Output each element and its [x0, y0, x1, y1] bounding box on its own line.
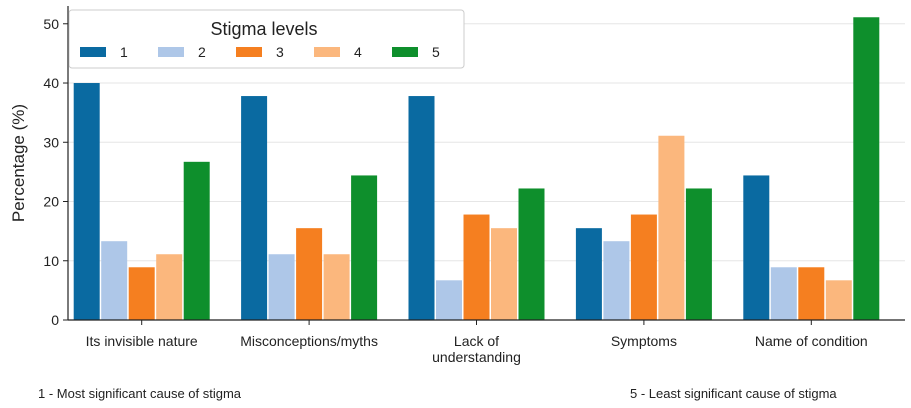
bar-2 [268, 254, 295, 320]
bar-4 [825, 280, 852, 320]
x-tick-label: Symptoms [611, 333, 677, 349]
bar-chart: 0 10 20 30 40 50 Its invisible nature Misconce… [9, 6, 905, 365]
legend-label-4: 4 [354, 44, 362, 60]
y-tick-label: 10 [43, 253, 59, 269]
bar-2 [436, 280, 462, 320]
footnote-most-significant: 1 - Most significant cause of stigma [38, 386, 242, 401]
bar-4 [491, 228, 517, 320]
bar-3 [128, 267, 155, 320]
legend-label-2: 2 [198, 44, 206, 60]
bar-5 [351, 175, 378, 320]
bar-5 [853, 17, 880, 321]
legend-title: Stigma levels [210, 19, 317, 39]
y-tick-label: 40 [43, 75, 59, 91]
bar-1 [408, 96, 435, 321]
y-tick-label: 30 [43, 134, 59, 150]
x-tick-label: Misconceptions/myths [240, 333, 378, 349]
legend-label-3: 3 [276, 44, 284, 60]
legend-swatch-1 [80, 47, 106, 57]
x-tick-label: Lack of [454, 333, 499, 349]
bars-group [73, 17, 880, 321]
legend-swatch-4 [314, 47, 340, 57]
axes [63, 6, 905, 325]
bar-1 [743, 175, 770, 320]
bar-1 [575, 228, 602, 320]
legend-label-5: 5 [432, 44, 440, 60]
bar-5 [685, 188, 712, 320]
footnote-least-significant: 5 - Least significant cause of stigma [630, 386, 837, 401]
legend-swatch-3 [236, 47, 262, 57]
x-tick-label: Its invisible nature [86, 333, 198, 349]
bar-4 [658, 135, 685, 320]
y-tick-label: 20 [43, 194, 59, 210]
bar-2 [770, 267, 797, 320]
legend-swatch-5 [392, 47, 418, 57]
legend-swatch-2 [158, 47, 184, 57]
bar-3 [798, 267, 825, 320]
legend: Stigma levels 1 2 3 4 5 [68, 9, 465, 69]
x-tick-label: Name of condition [755, 333, 868, 349]
bar-3 [630, 214, 657, 320]
bar-5 [518, 188, 545, 320]
bar-1 [73, 83, 100, 321]
y-axis-label: Percentage (%) [9, 104, 28, 222]
y-tick-label: 50 [43, 16, 59, 32]
bar-2 [101, 241, 128, 320]
x-tick-label: understanding [432, 349, 521, 365]
bar-2 [603, 241, 630, 320]
bar-4 [323, 254, 350, 320]
bar-5 [183, 161, 210, 320]
legend-items: 1 2 3 4 5 [80, 44, 440, 60]
bar-4 [156, 254, 183, 320]
bar-1 [241, 96, 268, 321]
bar-3 [463, 214, 490, 320]
y-tick-labels: 0 10 20 30 40 50 [43, 16, 59, 328]
legend-label-1: 1 [120, 44, 128, 60]
y-tick-label: 0 [51, 312, 59, 328]
x-tick-labels: Its invisible nature Misconceptions/myths… [86, 333, 868, 365]
bar-3 [296, 228, 323, 320]
